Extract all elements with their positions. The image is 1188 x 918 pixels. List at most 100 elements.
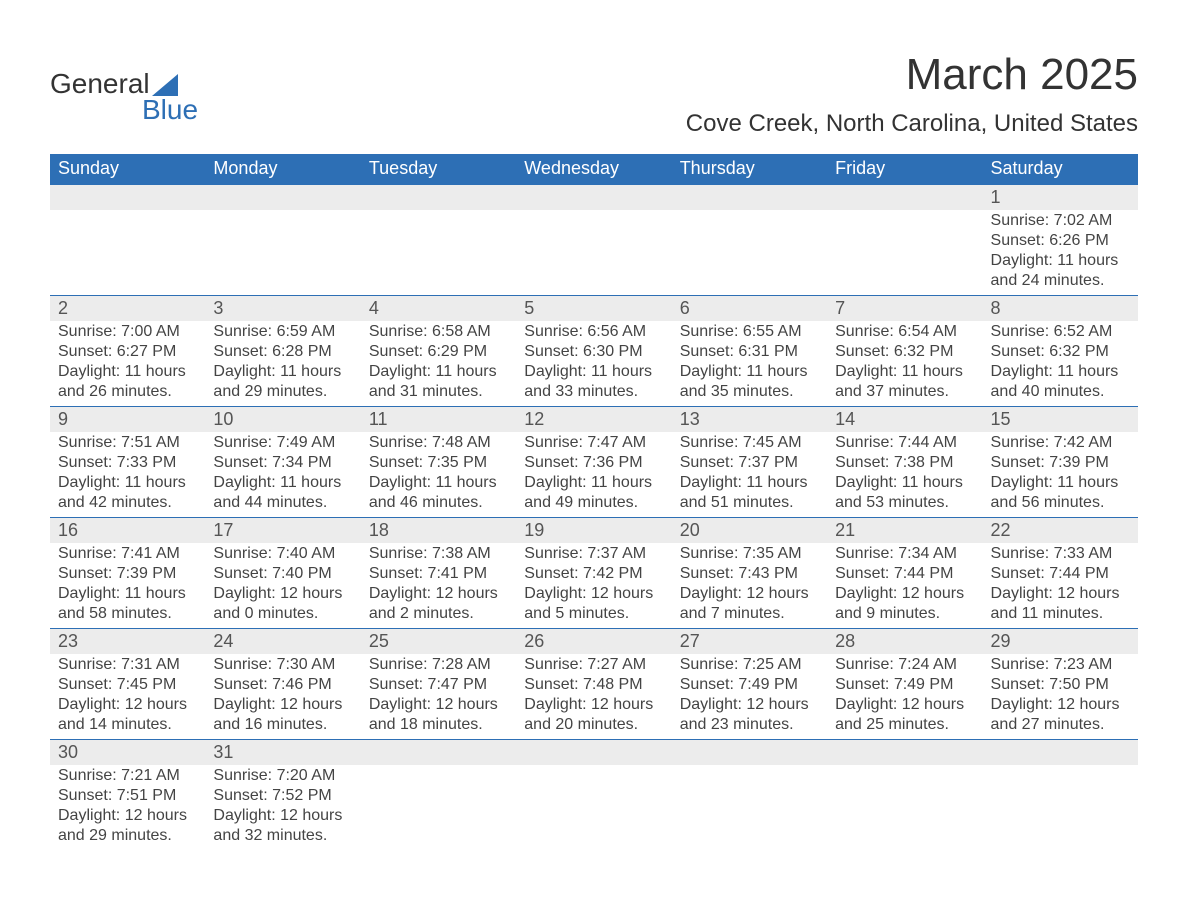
day-cell: Sunrise: 7:40 AMSunset: 7:40 PMDaylight:… bbox=[205, 543, 360, 629]
day-number bbox=[672, 185, 827, 210]
day-cell: Sunrise: 6:54 AMSunset: 6:32 PMDaylight:… bbox=[827, 321, 982, 407]
sunrise: Sunrise: 6:55 AM bbox=[680, 322, 819, 342]
sunset: Sunset: 7:37 PM bbox=[680, 453, 819, 473]
day-number: 30 bbox=[50, 740, 205, 766]
sunset: Sunset: 7:36 PM bbox=[524, 453, 663, 473]
day-cell: Sunrise: 7:28 AMSunset: 7:47 PMDaylight:… bbox=[361, 654, 516, 740]
day-cell: Sunrise: 7:24 AMSunset: 7:49 PMDaylight:… bbox=[827, 654, 982, 740]
day-number: 11 bbox=[361, 407, 516, 433]
daylight-line2: and 16 minutes. bbox=[213, 715, 352, 735]
day-number: 28 bbox=[827, 629, 982, 655]
day-cell: Sunrise: 7:02 AMSunset: 6:26 PMDaylight:… bbox=[983, 210, 1138, 296]
day-number bbox=[205, 185, 360, 210]
day-number bbox=[672, 740, 827, 766]
daylight-line1: Daylight: 12 hours bbox=[369, 695, 508, 715]
day-cell: Sunrise: 7:30 AMSunset: 7:46 PMDaylight:… bbox=[205, 654, 360, 740]
logo: General Blue bbox=[50, 50, 198, 126]
daylight-line2: and 49 minutes. bbox=[524, 493, 663, 513]
sunrise: Sunrise: 7:02 AM bbox=[991, 211, 1130, 231]
day-cell: Sunrise: 7:21 AMSunset: 7:51 PMDaylight:… bbox=[50, 765, 205, 850]
daylight-line2: and 42 minutes. bbox=[58, 493, 197, 513]
daylight-line1: Daylight: 11 hours bbox=[213, 362, 352, 382]
daylight-line2: and 2 minutes. bbox=[369, 604, 508, 624]
content-row: Sunrise: 7:21 AMSunset: 7:51 PMDaylight:… bbox=[50, 765, 1138, 850]
sunrise: Sunrise: 6:52 AM bbox=[991, 322, 1130, 342]
sunset: Sunset: 7:47 PM bbox=[369, 675, 508, 695]
sunrise: Sunrise: 7:30 AM bbox=[213, 655, 352, 675]
daylight-line2: and 29 minutes. bbox=[213, 382, 352, 402]
daylight-line2: and 14 minutes. bbox=[58, 715, 197, 735]
day-number bbox=[516, 740, 671, 766]
sunrise: Sunrise: 7:47 AM bbox=[524, 433, 663, 453]
sunrise: Sunrise: 7:27 AM bbox=[524, 655, 663, 675]
day-number: 13 bbox=[672, 407, 827, 433]
daylight-line1: Daylight: 11 hours bbox=[835, 473, 974, 493]
day-cell bbox=[50, 210, 205, 296]
daylight-line1: Daylight: 11 hours bbox=[991, 251, 1130, 271]
day-cell: Sunrise: 6:56 AMSunset: 6:30 PMDaylight:… bbox=[516, 321, 671, 407]
dow-friday: Friday bbox=[827, 154, 982, 185]
day-number: 10 bbox=[205, 407, 360, 433]
sunset: Sunset: 7:38 PM bbox=[835, 453, 974, 473]
daylight-line2: and 32 minutes. bbox=[213, 826, 352, 846]
day-number: 29 bbox=[983, 629, 1138, 655]
daylight-line1: Daylight: 12 hours bbox=[524, 695, 663, 715]
content-row: Sunrise: 7:41 AMSunset: 7:39 PMDaylight:… bbox=[50, 543, 1138, 629]
daylight-line1: Daylight: 11 hours bbox=[58, 473, 197, 493]
daylight-line2: and 23 minutes. bbox=[680, 715, 819, 735]
sunset: Sunset: 6:31 PM bbox=[680, 342, 819, 362]
day-cell: Sunrise: 6:52 AMSunset: 6:32 PMDaylight:… bbox=[983, 321, 1138, 407]
day-number bbox=[361, 740, 516, 766]
dow-tuesday: Tuesday bbox=[361, 154, 516, 185]
sunset: Sunset: 7:50 PM bbox=[991, 675, 1130, 695]
sunset: Sunset: 6:27 PM bbox=[58, 342, 197, 362]
daylight-line2: and 37 minutes. bbox=[835, 382, 974, 402]
daylight-line2: and 18 minutes. bbox=[369, 715, 508, 735]
sail-icon bbox=[152, 74, 178, 96]
sunrise: Sunrise: 7:33 AM bbox=[991, 544, 1130, 564]
day-cell: Sunrise: 7:42 AMSunset: 7:39 PMDaylight:… bbox=[983, 432, 1138, 518]
content-row: Sunrise: 7:02 AMSunset: 6:26 PMDaylight:… bbox=[50, 210, 1138, 296]
daynum-row: 1 bbox=[50, 185, 1138, 210]
sunset: Sunset: 6:28 PM bbox=[213, 342, 352, 362]
sunset: Sunset: 7:35 PM bbox=[369, 453, 508, 473]
day-cell: Sunrise: 6:55 AMSunset: 6:31 PMDaylight:… bbox=[672, 321, 827, 407]
dow-monday: Monday bbox=[205, 154, 360, 185]
day-number: 5 bbox=[516, 296, 671, 322]
daylight-line1: Daylight: 11 hours bbox=[680, 362, 819, 382]
day-number: 17 bbox=[205, 518, 360, 544]
daylight-line1: Daylight: 12 hours bbox=[991, 695, 1130, 715]
dow-row: Sunday Monday Tuesday Wednesday Thursday… bbox=[50, 154, 1138, 185]
sunrise: Sunrise: 7:37 AM bbox=[524, 544, 663, 564]
sunset: Sunset: 7:34 PM bbox=[213, 453, 352, 473]
sunrise: Sunrise: 6:59 AM bbox=[213, 322, 352, 342]
day-cell: Sunrise: 7:33 AMSunset: 7:44 PMDaylight:… bbox=[983, 543, 1138, 629]
content-row: Sunrise: 7:00 AMSunset: 6:27 PMDaylight:… bbox=[50, 321, 1138, 407]
daylight-line2: and 56 minutes. bbox=[991, 493, 1130, 513]
daylight-line2: and 44 minutes. bbox=[213, 493, 352, 513]
day-cell: Sunrise: 6:59 AMSunset: 6:28 PMDaylight:… bbox=[205, 321, 360, 407]
day-cell: Sunrise: 7:47 AMSunset: 7:36 PMDaylight:… bbox=[516, 432, 671, 518]
daylight-line1: Daylight: 11 hours bbox=[524, 473, 663, 493]
day-cell bbox=[672, 765, 827, 850]
daylight-line1: Daylight: 12 hours bbox=[991, 584, 1130, 604]
daylight-line2: and 29 minutes. bbox=[58, 826, 197, 846]
sunrise: Sunrise: 7:51 AM bbox=[58, 433, 197, 453]
sunrise: Sunrise: 7:38 AM bbox=[369, 544, 508, 564]
logo-text-blue: Blue bbox=[50, 94, 198, 126]
daylight-line1: Daylight: 11 hours bbox=[58, 362, 197, 382]
sunset: Sunset: 7:52 PM bbox=[213, 786, 352, 806]
dow-thursday: Thursday bbox=[672, 154, 827, 185]
daylight-line1: Daylight: 11 hours bbox=[991, 362, 1130, 382]
daylight-line2: and 58 minutes. bbox=[58, 604, 197, 624]
daylight-line2: and 5 minutes. bbox=[524, 604, 663, 624]
day-cell bbox=[672, 210, 827, 296]
sunrise: Sunrise: 7:21 AM bbox=[58, 766, 197, 786]
location: Cove Creek, North Carolina, United State… bbox=[686, 110, 1138, 138]
daylight-line1: Daylight: 12 hours bbox=[524, 584, 663, 604]
day-cell: Sunrise: 7:45 AMSunset: 7:37 PMDaylight:… bbox=[672, 432, 827, 518]
day-cell: Sunrise: 7:41 AMSunset: 7:39 PMDaylight:… bbox=[50, 543, 205, 629]
daylight-line2: and 11 minutes. bbox=[991, 604, 1130, 624]
day-cell: Sunrise: 7:25 AMSunset: 7:49 PMDaylight:… bbox=[672, 654, 827, 740]
day-number: 2 bbox=[50, 296, 205, 322]
